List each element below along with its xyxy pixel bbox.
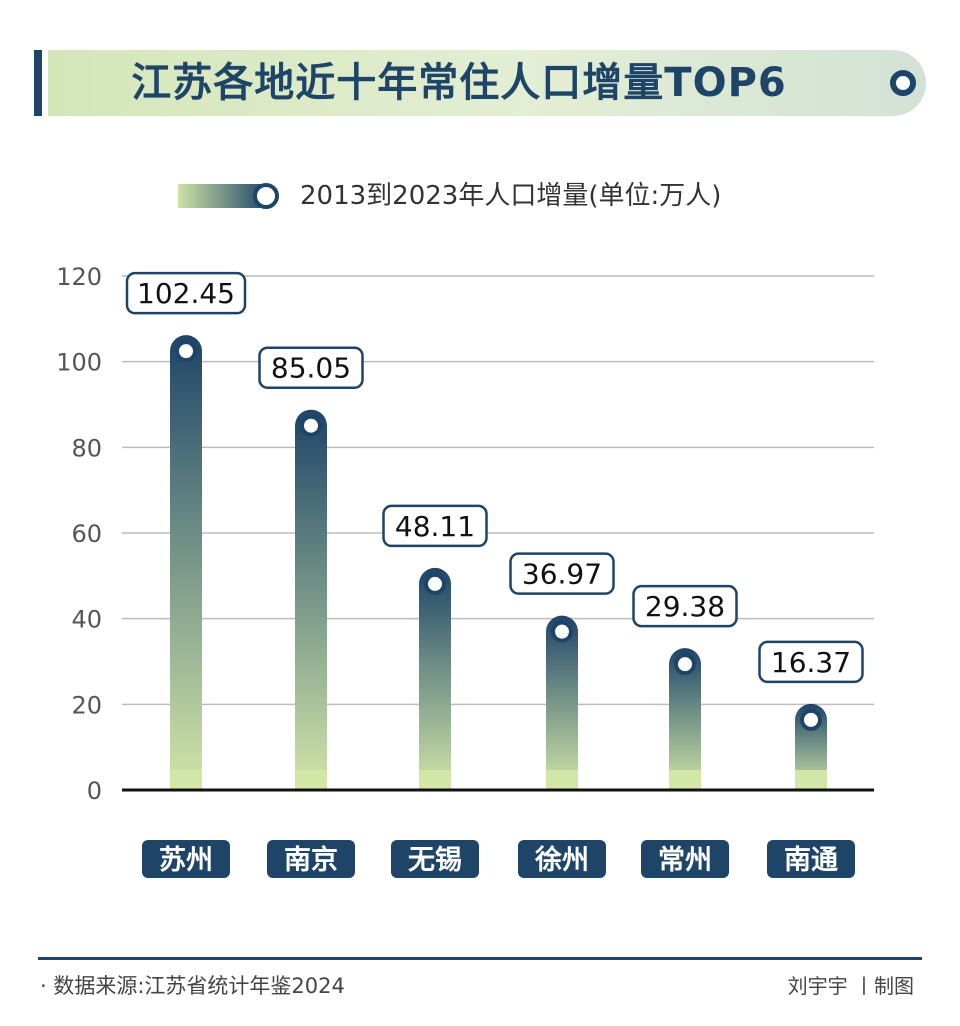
bars	[170, 335, 827, 790]
bar-南京	[295, 409, 327, 790]
bar-base	[669, 770, 701, 790]
title-banner: 江苏各地近十年常住人口增量TOP6	[34, 50, 926, 116]
title-accent-bar	[34, 50, 42, 116]
bar-top-ring-icon	[674, 653, 696, 676]
category-label-box	[142, 840, 230, 878]
bar-top-ring-icon	[800, 708, 822, 731]
category-label-box	[518, 840, 606, 878]
footer-source: · 数据来源:江苏省统计年鉴2024	[40, 974, 345, 998]
category-label: 无锡	[408, 845, 462, 876]
value-label: 48.11	[395, 510, 475, 543]
bar-徐州	[546, 615, 578, 790]
value-label-box	[125, 271, 247, 315]
category-label-box	[767, 840, 855, 878]
value-label-box	[758, 640, 864, 684]
category-label-box	[391, 840, 479, 878]
category-label-box	[641, 840, 729, 878]
bar-top-ring-icon	[300, 414, 322, 437]
category-label: 南京	[284, 844, 338, 876]
bar-base	[419, 770, 451, 790]
legend-label: 2013到2023年人口增量(单位:万人)	[300, 181, 722, 211]
bar-苏州	[170, 335, 202, 790]
bar-top-ring-icon	[551, 620, 573, 643]
category-label: 常州	[658, 845, 712, 876]
footer-credit: 刘宇宇 丨制图	[787, 974, 914, 998]
bar-top-ring-icon	[424, 572, 446, 595]
y-tick-label: 80	[71, 434, 102, 462]
value-label: 16.37	[771, 646, 851, 679]
chart-title: 江苏各地近十年常住人口增量TOP6	[131, 60, 787, 106]
y-tick-label: 60	[71, 520, 102, 548]
category-label: 苏州	[159, 845, 213, 876]
bar-常州	[669, 648, 701, 790]
value-label-box	[509, 552, 615, 595]
footer-divider	[38, 957, 922, 960]
y-tick-label: 120	[56, 263, 102, 291]
value-label-box	[632, 584, 738, 628]
value-labels: 102.45 85.05 48.11 36.97 29.38 16.37	[125, 271, 864, 684]
bar-top-ring-icon	[175, 340, 197, 363]
value-label: 102.45	[137, 277, 235, 310]
value-label: 36.97	[522, 558, 602, 591]
bar-base	[170, 770, 202, 790]
category-label-box	[267, 840, 355, 878]
value-label-box	[382, 504, 488, 548]
legend-swatch	[178, 183, 279, 209]
value-label: 85.05	[271, 352, 351, 385]
title-pill-background	[48, 50, 926, 116]
ring-dot-icon	[890, 70, 916, 96]
category-label: 徐州	[534, 844, 589, 876]
value-label-box	[258, 346, 364, 389]
y-tick-label: 40	[71, 606, 102, 634]
gridlines	[122, 275, 874, 706]
y-axis-ticks: 0 20 40 60 80 100 120	[56, 263, 102, 805]
category-label: 南通	[784, 845, 838, 876]
category-labels: 苏州 南京 无锡 徐州 常州 南通	[142, 840, 855, 878]
bar-base	[546, 770, 578, 790]
value-label: 29.38	[645, 590, 725, 623]
bar-无锡	[419, 567, 451, 790]
y-tick-label: 0	[87, 777, 102, 805]
bar-base	[795, 770, 827, 790]
bar-base	[295, 770, 327, 790]
y-tick-label: 20	[71, 691, 102, 719]
bar-chart: 0 20 40 60 80 100 120 102.45 85.05 48.11 36.97 29.…	[56, 263, 874, 878]
y-tick-label: 100	[56, 349, 102, 377]
